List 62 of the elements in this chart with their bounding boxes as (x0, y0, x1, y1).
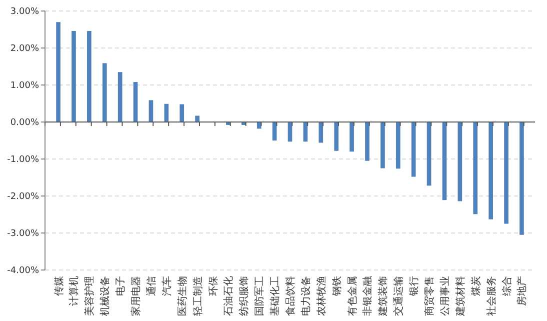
bar (520, 122, 524, 235)
x-tick-label: 美容护理 (84, 276, 96, 316)
y-tick-label: -3.00% (7, 228, 40, 239)
y-tick-label: -4.00% (7, 266, 40, 276)
x-tick-label: 电子 (114, 276, 127, 296)
x-tick-label: 医药生物 (176, 276, 188, 316)
x-tick-label: 家用电器 (130, 276, 142, 316)
x-tick-label: 计算机 (68, 276, 80, 306)
bar (72, 30, 76, 122)
x-tick-label: 农林牧渔 (315, 276, 328, 316)
bar (396, 122, 400, 169)
x-tick-label: 商贸零售 (424, 276, 436, 316)
bar (411, 122, 416, 177)
x-tick-label: 机械设备 (99, 276, 112, 316)
y-tick-label: 0.00% (10, 118, 40, 128)
bar (102, 63, 107, 122)
x-tick-label: 国防军工 (254, 276, 266, 316)
y-tick-label: 3.00% (10, 6, 40, 17)
x-tick-label: 传媒 (54, 276, 65, 296)
bar (133, 82, 138, 122)
bar (458, 122, 462, 202)
bar (442, 122, 447, 200)
bar (488, 122, 493, 220)
x-tick-label: 石油石化 (222, 276, 235, 316)
x-tick-label: 煤炭 (470, 276, 482, 296)
bar (87, 30, 92, 122)
bar (118, 72, 122, 122)
x-tick-label: 钢铁 (330, 276, 343, 297)
bar (365, 122, 370, 161)
x-tick-label: 汽车 (160, 276, 173, 296)
x-tick-label: 轻工制造 (192, 276, 204, 316)
x-tick-label: 纺织服饰 (238, 276, 250, 316)
x-tick-label: 非银金融 (362, 276, 374, 316)
x-tick-label: 房地产 (516, 276, 528, 306)
bar (504, 122, 508, 224)
bar (56, 22, 60, 122)
x-tick-label: 食品饮料 (284, 276, 296, 316)
bar (380, 122, 385, 168)
bar (473, 122, 478, 214)
y-tick-label: 2.00% (10, 44, 40, 54)
bar (334, 122, 339, 151)
x-tick-label: 有色金属 (346, 276, 358, 316)
y-tick-label: -1.00% (7, 154, 40, 165)
bar (180, 104, 184, 122)
x-tick-label: 基础化工 (269, 276, 282, 316)
bar (426, 122, 432, 186)
x-tick-label: 社会服务 (485, 276, 498, 316)
x-tick-label: 环保 (208, 276, 220, 296)
x-tick-label: 通信 (145, 276, 158, 296)
y-tick-label: -2.00% (7, 192, 40, 202)
y-tick-label: 1.00% (10, 80, 40, 91)
x-tick-label: 银行 (409, 276, 420, 297)
x-tick-label: 建筑装饰 (377, 276, 390, 317)
x-tick-label: 电力设备 (300, 276, 312, 316)
x-tick-label: 建筑材料 (454, 276, 466, 317)
x-tick-label: 公用事业 (438, 276, 451, 316)
bar (195, 116, 200, 122)
x-tick-label: 交通运输 (392, 276, 405, 316)
bar (148, 100, 154, 122)
bar (318, 122, 324, 143)
x-tick-label: 综合 (500, 276, 513, 296)
bar (350, 122, 354, 152)
